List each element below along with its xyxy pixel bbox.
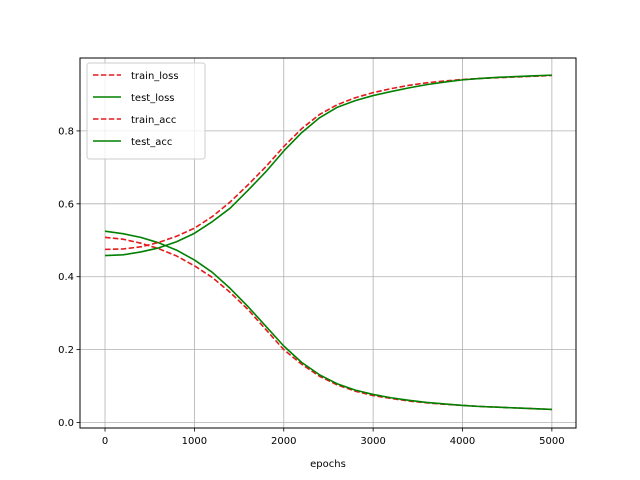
legend-label-test-loss: test_loss <box>131 93 175 104</box>
x-tick-label: 0 <box>102 436 108 447</box>
y-tick-label: 0.6 <box>58 199 74 210</box>
y-tick-label: 0.0 <box>58 418 74 429</box>
legend-box <box>86 62 206 160</box>
legend-label-train-loss: train_loss <box>131 71 179 82</box>
x-tick-label: 2000 <box>271 436 296 447</box>
y-tick-label: 0.2 <box>58 345 74 356</box>
x-axis-label: epochs <box>310 459 346 470</box>
x-tick-label: 1000 <box>182 436 207 447</box>
series-line-train-acc <box>105 74 552 251</box>
x-tick-label: 5000 <box>539 436 564 447</box>
series-lines <box>104 74 552 411</box>
grid-lines <box>80 58 576 428</box>
series-line-train-loss <box>104 236 552 411</box>
axis-ticks: 0 1000 2000 3000 4000 5000 0.0 0.2 0.4 0.6 0.8 <box>58 126 565 447</box>
plot-frame <box>79 57 577 429</box>
legend-label-train-acc: train_acc <box>131 115 176 126</box>
x-tick-label: 4000 <box>450 436 475 447</box>
legend: train_loss test_loss train_acc test_acc <box>86 62 206 160</box>
x-tick-label: 3000 <box>360 436 385 447</box>
y-tick-label: 0.4 <box>58 272 74 283</box>
legend-label-test-acc: test_acc <box>131 137 172 148</box>
y-tick-label: 0.8 <box>58 126 74 137</box>
series-line-test-acc <box>104 74 552 257</box>
series-line-test-loss <box>104 230 552 411</box>
